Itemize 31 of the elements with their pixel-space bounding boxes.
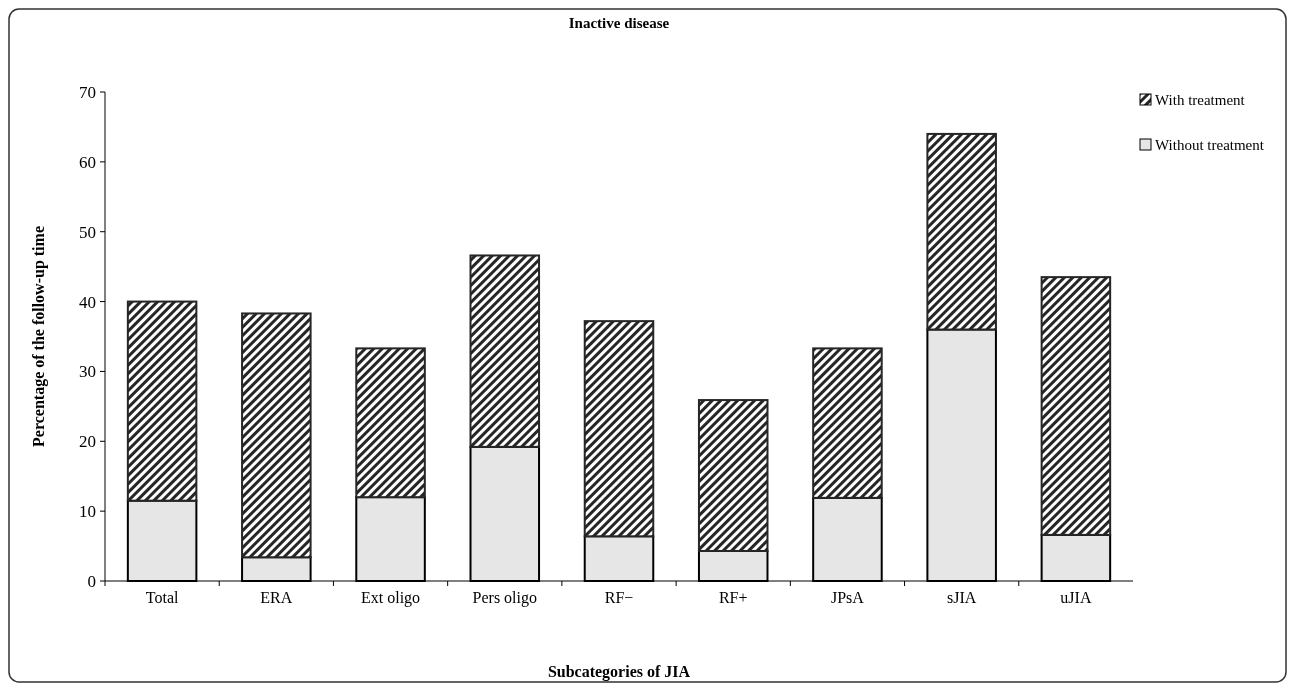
bar — [469, 254, 541, 448]
bar — [697, 399, 769, 552]
x-tick-label: JPsA — [830, 589, 865, 606]
y-tick-label: 70 — [79, 82, 96, 102]
y-tick-label: 40 — [79, 292, 96, 312]
legend-label: Without treatment — [1155, 137, 1265, 154]
x-tick-label: RF+ — [718, 589, 748, 606]
bar — [126, 300, 198, 502]
y-tick-label: 60 — [79, 152, 96, 172]
x-tick-label: Pers oligo — [472, 589, 537, 607]
bar — [926, 132, 997, 331]
y-tick-label: 0 — [87, 571, 96, 591]
y-axis-title: Percentage of the follow-up time — [30, 226, 48, 447]
chart-title: Inactive disease — [568, 15, 670, 31]
x-tick-label: Ext oligo — [361, 589, 421, 607]
bar — [241, 312, 312, 559]
y-tick-label: 10 — [79, 502, 96, 522]
bar — [1040, 276, 1112, 536]
bar — [583, 320, 655, 538]
legend-label: With treatment — [1155, 92, 1246, 109]
y-tick-label: 30 — [79, 362, 96, 382]
x-tick-label: Total — [145, 589, 179, 606]
y-tick-label: 50 — [79, 222, 96, 242]
x-tick-label: ERA — [260, 589, 293, 606]
y-tick-label: 20 — [79, 432, 96, 452]
x-tick-label: uJIA — [1060, 589, 1092, 606]
x-tick-label: RF− — [604, 589, 634, 606]
x-axis-title: Subcategories of JIA — [547, 663, 691, 681]
bar — [355, 347, 426, 499]
bar — [812, 347, 883, 499]
x-tick-label: sJIA — [946, 589, 977, 606]
